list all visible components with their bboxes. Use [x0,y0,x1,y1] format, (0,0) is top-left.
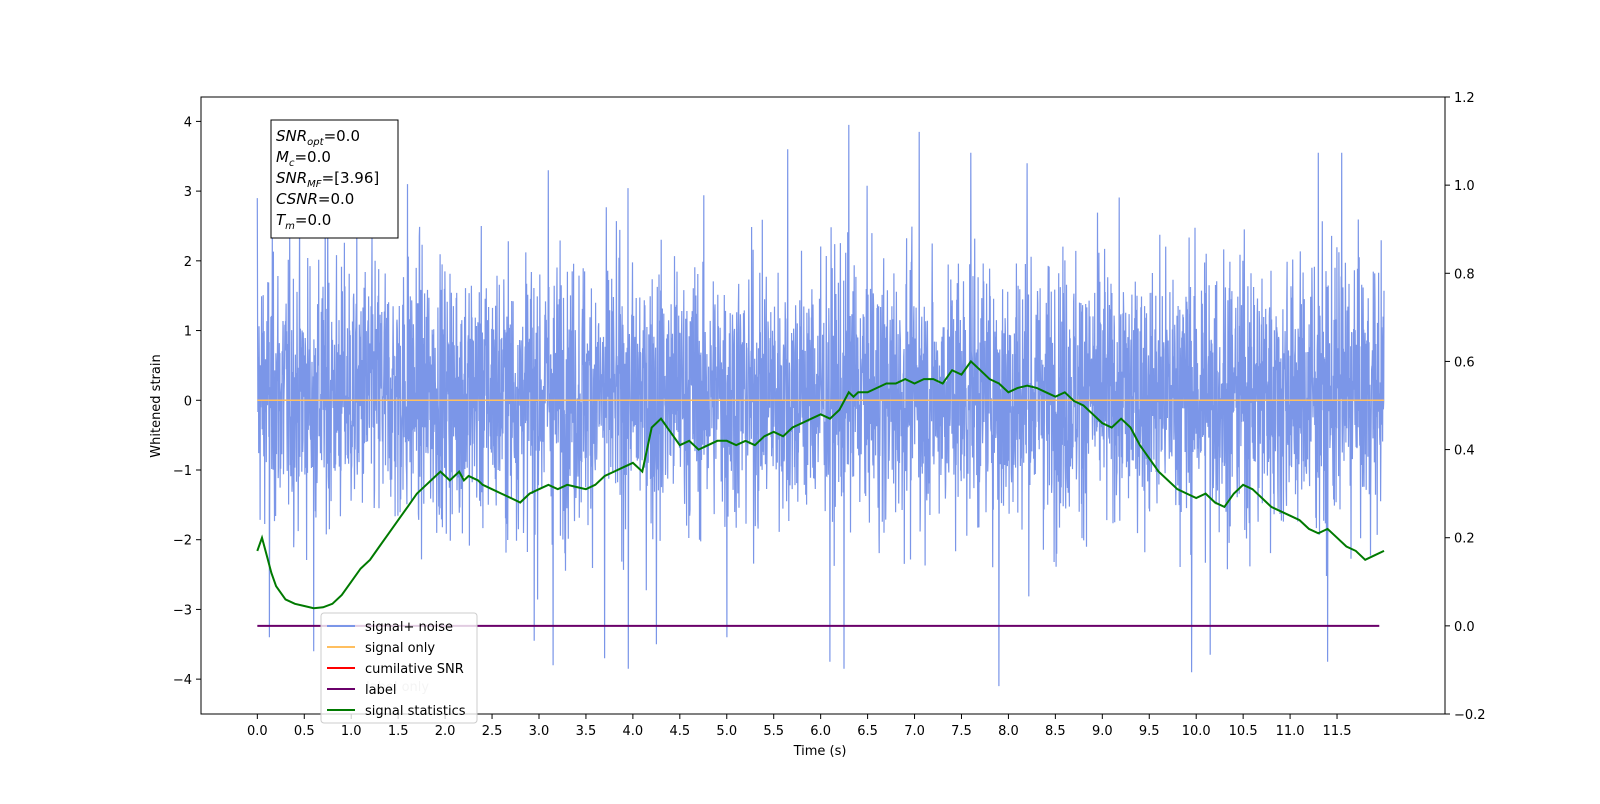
y2-tick-label: 0.6 [1454,355,1475,370]
y2-tick-label: 0.8 [1454,267,1475,282]
x-tick-label: 9.5 [1139,724,1160,739]
x-axis: 0.0 0.5 1.0 1.5 2.0 2.5 3.0 3.5 4.0 4.5 5.0 5.5 6.0 6… [247,714,1352,739]
x-tick-label: 3.0 [529,724,550,739]
y-axis-label: Whitened strain [149,354,164,457]
y-tick-label: −1 [173,464,192,479]
x-tick-label: 7.5 [951,724,972,739]
info-box-line: Mc=0.0 [276,148,331,169]
series-signal-noise-line [256,124,1385,687]
x-tick-label: 1.5 [388,724,409,739]
info-box-line: CSNR=0.0 [276,190,354,208]
legend-entry-label: label [365,683,396,698]
legend-entry-label: cumilative SNR [365,662,464,677]
legend-entry-label: signal statistics [365,704,466,719]
legend-frame [320,612,478,724]
y-tick-label: 1 [184,325,192,340]
x-tick-label: 2.0 [435,724,456,739]
x-tick-label: 4.0 [623,724,644,739]
y2-tick-label: −0.2 [1454,708,1486,723]
y2-tick-label: 0.4 [1454,444,1475,459]
x-tick-label: 5.0 [716,724,737,739]
x-tick-label: 2.5 [482,724,503,739]
x-tick-label: 7.0 [904,724,925,739]
x-tick-label: 3.5 [576,724,597,739]
y-tick-label: 2 [184,255,192,270]
plot-frame [200,96,1446,715]
x-tick-label: 9.0 [1092,724,1113,739]
y2-tick-label: 1.0 [1454,179,1475,194]
plot-layer [256,124,1385,687]
x-tick-label: 0.5 [294,724,315,739]
x-tick-label: 10.5 [1229,724,1258,739]
y-tick-label: 3 [184,185,192,200]
x-tick-label: 6.0 [810,724,831,739]
y-tick-label: 0 [184,394,192,409]
info-box-line: SNRopt=0.0 [276,127,360,148]
y2-tick-label: 0.0 [1454,620,1475,635]
x-tick-label: 5.5 [763,724,784,739]
y-axis-right: −0.2 0.0 0.2 0.4 0.6 0.8 1.0 1.2 [1445,91,1486,723]
legend-entry-label: signal only [365,641,435,656]
info-box-line: SNRMF=[3.96] [276,169,379,190]
x-axis-label: Time (s) [793,744,847,759]
x-tick-label: 4.5 [669,724,690,739]
series-signal-statistics-line [256,359,1385,610]
y-tick-label: 4 [184,115,192,130]
y2-tick-label: 1.2 [1454,91,1475,106]
x-tick-label: 10.0 [1182,724,1211,739]
x-tick-label: 1.0 [341,724,362,739]
x-tick-label: 8.0 [998,724,1019,739]
x-tick-label: 8.5 [1045,724,1066,739]
y-axis-left: −4 −3 −2 −1 0 1 2 3 4 [173,115,201,688]
info-box-line: Tm=0.0 [276,211,331,232]
info-box-frame [270,119,399,239]
x-tick-label: 11.5 [1323,724,1352,739]
y-tick-label: −3 [173,603,192,618]
y-tick-label: −4 [173,673,192,688]
y-tick-label: −2 [173,534,192,549]
y2-tick-label: 0.2 [1454,532,1475,547]
x-tick-label: 0.0 [247,724,268,739]
x-tick-label: 11.0 [1276,724,1305,739]
legend-entry-label: signal+ noise [365,620,453,635]
x-tick-label: 6.5 [857,724,878,739]
